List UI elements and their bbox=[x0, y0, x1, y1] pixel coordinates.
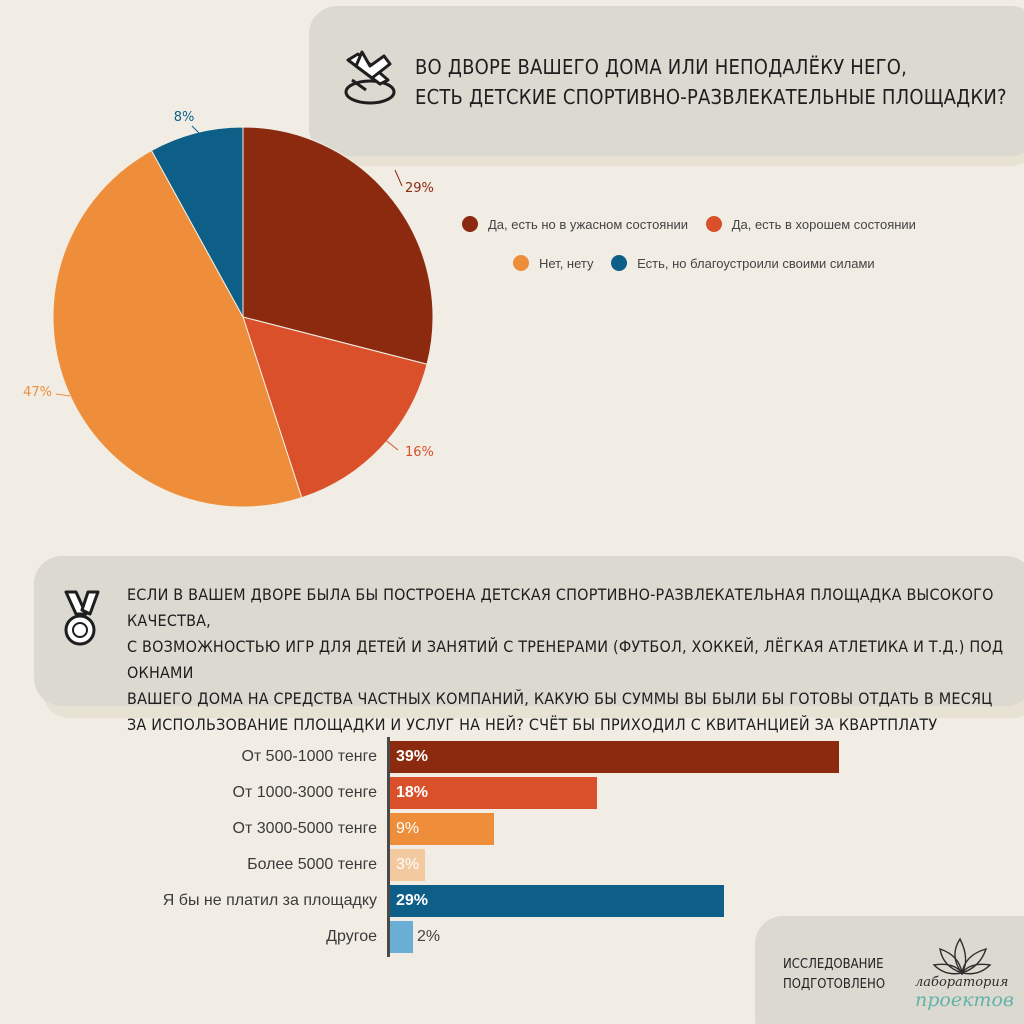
bar-2 bbox=[390, 813, 494, 845]
credit-line2: подготовлено bbox=[783, 977, 886, 992]
question1-title-line2: есть детские спортивно-развлекательные п… bbox=[415, 85, 1007, 109]
legend-swatch-3 bbox=[611, 255, 628, 271]
question2-title-line4: за использование площадки и услуг на ней… bbox=[127, 715, 938, 734]
pie-leader-3 bbox=[191, 125, 201, 135]
pie-value-label-3: 8% bbox=[174, 110, 195, 125]
credit-panel bbox=[755, 916, 1024, 1024]
pie-value-label-2: 47% bbox=[23, 385, 52, 400]
pie-slice-3 bbox=[150, 126, 244, 318]
legend-row-2: Нет, нету Есть, но благоустроили своими … bbox=[513, 255, 889, 274]
bar-value-label-2: 9% bbox=[396, 820, 420, 837]
question1-title-line1: Во дворе вашего дома или неподалёку него… bbox=[415, 55, 908, 79]
bar-category-label-2: От 3000-5000 тенге bbox=[232, 820, 377, 837]
logo-text-top: лаборатория bbox=[915, 975, 1009, 990]
bar-1 bbox=[390, 777, 597, 809]
bar-chart-axis bbox=[387, 737, 390, 957]
question1-panel bbox=[309, 6, 1024, 156]
question2-title-line2: с возможностью игр для детей и занятий с… bbox=[127, 637, 1004, 682]
legend-item-2: Нет, нету bbox=[513, 255, 594, 271]
pie-leader-2 bbox=[55, 393, 71, 397]
bar-value-label-1: 18% bbox=[396, 784, 429, 801]
legend-row-1: Да, есть но в ужасном состоянии Да, есть… bbox=[462, 216, 930, 235]
bar-category-label-1: От 1000-3000 тенге bbox=[232, 784, 377, 801]
pie-slice-2 bbox=[52, 149, 303, 508]
legend-label-2: Нет, нету bbox=[539, 255, 594, 271]
legend-label-1: Да, есть в хорошем состоянии bbox=[731, 216, 916, 232]
credit-line1: Исследование bbox=[783, 957, 884, 972]
legend-swatch-1 bbox=[705, 216, 722, 232]
question2-title-line1: Если в вашем дворе была бы построена дет… bbox=[127, 585, 994, 630]
bar-4 bbox=[390, 885, 724, 917]
pie-slice-1 bbox=[242, 316, 428, 499]
medal-icon bbox=[64, 590, 100, 646]
bar-value-label-4: 29% bbox=[396, 892, 429, 909]
bar-category-label-4: Я бы не платил за площадку bbox=[162, 892, 377, 909]
bar-row-2: От 3000-5000 тенге 9% bbox=[0, 813, 900, 845]
logo-text-bottom: проектов bbox=[915, 989, 1014, 1011]
bar-value-label-0: 39% bbox=[396, 748, 429, 765]
legend-swatch-2 bbox=[513, 255, 529, 271]
bar-value-label-5: 2% bbox=[417, 928, 441, 945]
bar-row-3: Более 5000 тенге 3% bbox=[0, 849, 900, 881]
skates-icon bbox=[344, 50, 396, 105]
bar-0 bbox=[390, 741, 839, 773]
legend-item-1: Да, есть в хорошем состоянии bbox=[705, 216, 916, 232]
leaf-logo-icon bbox=[932, 937, 992, 975]
bar-row-0: От 500-1000 тенге 39% bbox=[0, 741, 900, 773]
bar-row-4: Я бы не платил за площадку 29% bbox=[0, 885, 900, 917]
bar-5 bbox=[390, 921, 413, 953]
question1-title: Во дворе вашего дома или неподалёку него… bbox=[415, 52, 1024, 112]
pie-chart: 29% 16% 47% 8% bbox=[23, 110, 434, 508]
bar-category-label-5: Другое bbox=[326, 928, 377, 945]
bar-row-5: Другое 2% bbox=[0, 921, 900, 953]
question2-title: Если в вашем дворе была бы построена дет… bbox=[127, 582, 1024, 738]
pie-value-label-0: 29% bbox=[405, 181, 434, 196]
legend-label-0: Да, есть но в ужасном состоянии bbox=[488, 216, 689, 232]
bar-category-label-3: Более 5000 тенге bbox=[247, 856, 377, 873]
bar-3 bbox=[390, 849, 425, 881]
bar-value-label-3: 3% bbox=[396, 856, 420, 873]
legend-item-0: Да, есть но в ужасном состоянии bbox=[462, 216, 688, 232]
pie-value-label-1: 16% bbox=[405, 445, 434, 460]
credit-text: Исследование подготовлено bbox=[783, 955, 903, 995]
bar-category-label-0: От 500-1000 тенге bbox=[241, 748, 377, 765]
question2-title-line3: вашего дома на средства частных компаний… bbox=[127, 689, 993, 708]
legend-item-3: Есть, но благоустроили своими силами bbox=[611, 255, 875, 271]
pie-leader-1 bbox=[382, 437, 399, 451]
pie-slice-0 bbox=[242, 126, 434, 365]
question2-panel bbox=[34, 556, 1024, 706]
legend-label-3: Есть, но благоустроили своими силами bbox=[637, 255, 875, 271]
legend-swatch-0 bbox=[462, 216, 478, 232]
pie-leader-0 bbox=[394, 169, 403, 187]
bar-row-1: От 1000-3000 тенге 18% bbox=[0, 777, 900, 809]
